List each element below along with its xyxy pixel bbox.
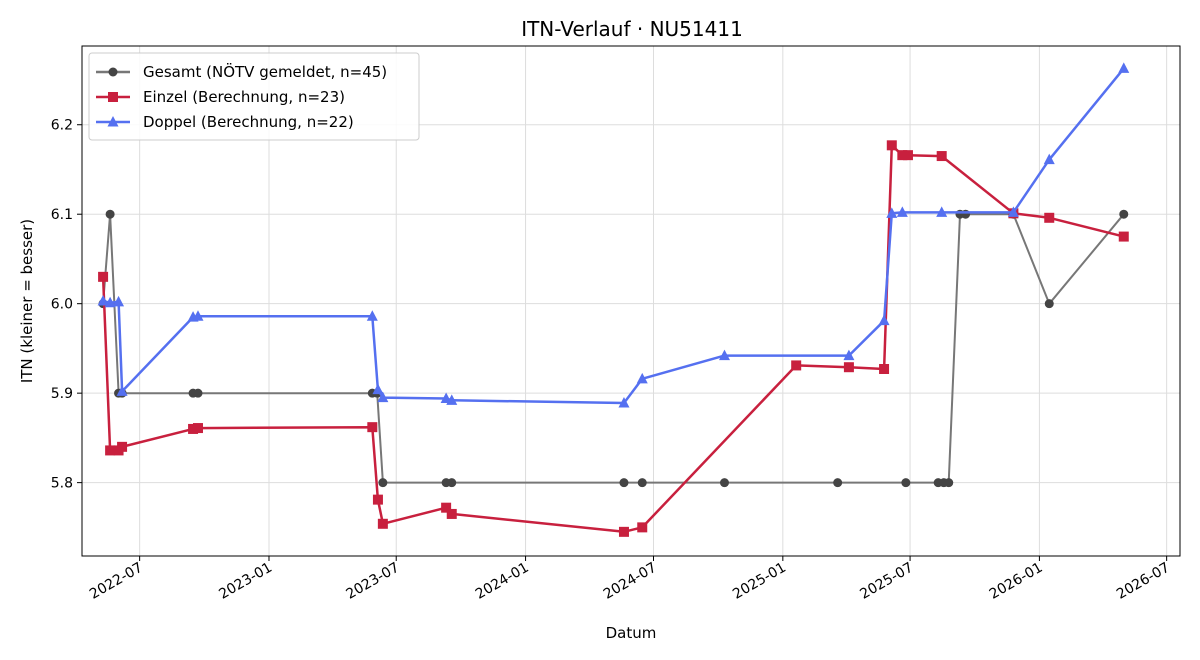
legend: Gesamt (NÖTV gemeldet, n=45) Einzel (Bere… bbox=[88, 52, 420, 141]
data-point bbox=[367, 422, 378, 433]
x-tick-label: 2026-01 bbox=[987, 560, 1046, 603]
data-point bbox=[441, 502, 452, 513]
data-point bbox=[105, 209, 115, 219]
y-tick-label: 6.2 bbox=[51, 118, 73, 134]
y-tick-label: 5.8 bbox=[51, 476, 73, 492]
data-point bbox=[897, 150, 908, 161]
series-line bbox=[102, 67, 1125, 405]
legend-label: Gesamt (NÖTV gemeldet, n=45) bbox=[143, 62, 387, 81]
legend-marker bbox=[108, 67, 118, 77]
legend-item: Doppel (Berechnung, n=22) bbox=[96, 113, 354, 131]
chart-title: ITN-Verlauf · NU51411 bbox=[521, 17, 743, 41]
data-point bbox=[1119, 209, 1129, 219]
data-point bbox=[366, 310, 378, 321]
data-point bbox=[372, 494, 383, 505]
x-tick-label: 2025-07 bbox=[857, 560, 916, 603]
data-point bbox=[833, 478, 843, 488]
data-point bbox=[1118, 62, 1130, 73]
data-point bbox=[618, 526, 629, 537]
y-tick-label: 5.9 bbox=[51, 386, 73, 402]
data-point bbox=[636, 372, 648, 384]
data-point bbox=[637, 522, 648, 533]
x-axis-label: Datum bbox=[606, 624, 657, 642]
data-point bbox=[1043, 153, 1055, 165]
x-tick-label: 2026-07 bbox=[1114, 560, 1173, 603]
series-square bbox=[98, 140, 1129, 537]
legend-label: Einzel (Berechnung, n=23) bbox=[143, 88, 345, 106]
data-point bbox=[619, 478, 629, 488]
y-axis: 5.8 5.9 6.0 6.1 6.2 bbox=[51, 118, 82, 492]
data-point bbox=[1007, 206, 1019, 217]
data-point bbox=[377, 518, 388, 529]
y-axis-label: ITN (kleiner = besser) bbox=[18, 219, 36, 383]
data-point bbox=[936, 206, 948, 217]
data-point bbox=[843, 349, 855, 361]
data-point bbox=[886, 140, 897, 151]
data-point bbox=[1044, 212, 1055, 223]
y-tick-label: 6.0 bbox=[51, 297, 73, 313]
data-point bbox=[719, 478, 729, 488]
data-point bbox=[1044, 299, 1054, 309]
data-point bbox=[843, 362, 854, 373]
series-layer bbox=[97, 62, 1130, 537]
data-point bbox=[878, 314, 890, 326]
data-point bbox=[944, 478, 954, 488]
data-point bbox=[718, 349, 730, 361]
data-point bbox=[446, 508, 457, 519]
x-tick-label: 2023-07 bbox=[344, 560, 403, 603]
data-point bbox=[1118, 231, 1129, 242]
legend-item: Gesamt (NÖTV gemeldet, n=45) bbox=[96, 62, 387, 81]
data-point bbox=[193, 388, 203, 398]
plot-frame bbox=[81, 45, 1181, 557]
legend-marker bbox=[108, 92, 118, 102]
data-point bbox=[377, 391, 389, 403]
x-tick-label: 2025-01 bbox=[730, 560, 789, 603]
data-point bbox=[98, 271, 109, 282]
data-point bbox=[117, 441, 128, 452]
data-point bbox=[446, 394, 458, 405]
data-point bbox=[886, 207, 898, 218]
data-point bbox=[447, 478, 457, 488]
series-line bbox=[102, 213, 1125, 484]
x-axis: 2022-07 2023-01 2023-07 2024-01 2024-07 2025-… bbox=[87, 556, 1173, 603]
x-tick-label: 2022-07 bbox=[87, 560, 146, 603]
data-point bbox=[618, 397, 630, 408]
data-point bbox=[104, 296, 116, 308]
data-point bbox=[192, 310, 204, 321]
data-point bbox=[378, 478, 388, 488]
data-point bbox=[372, 383, 384, 395]
data-point bbox=[936, 151, 947, 162]
x-tick-label: 2024-07 bbox=[601, 560, 660, 603]
legend-item: Einzel (Berechnung, n=23) bbox=[96, 88, 345, 106]
data-point bbox=[116, 385, 128, 396]
data-point bbox=[97, 295, 109, 306]
series-line bbox=[101, 144, 1125, 534]
data-point bbox=[901, 478, 911, 488]
series-circle bbox=[98, 209, 1129, 488]
data-point bbox=[961, 209, 971, 219]
data-point bbox=[637, 478, 647, 488]
series-triangle bbox=[97, 62, 1130, 408]
data-point bbox=[879, 364, 890, 374]
data-point bbox=[113, 295, 125, 307]
data-point bbox=[896, 206, 908, 217]
x-tick-label: 2024-01 bbox=[473, 560, 532, 603]
x-tick-label: 2023-01 bbox=[216, 560, 275, 603]
legend-marker bbox=[107, 116, 119, 127]
data-point bbox=[791, 360, 802, 371]
y-tick-label: 6.1 bbox=[51, 207, 73, 223]
data-point bbox=[105, 445, 116, 456]
legend-label: Doppel (Berechnung, n=22) bbox=[143, 113, 354, 131]
legend-box bbox=[88, 52, 420, 141]
data-point bbox=[902, 150, 913, 161]
data-point bbox=[192, 423, 203, 434]
